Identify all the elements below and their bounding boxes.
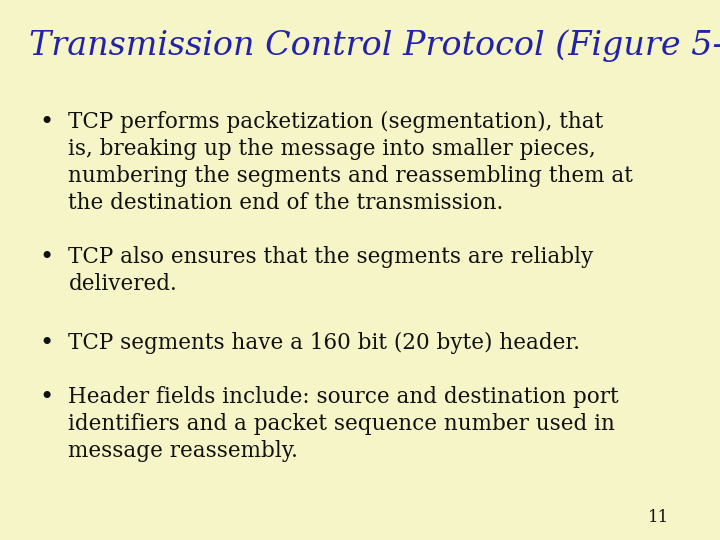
Text: •: •: [40, 332, 54, 355]
Text: •: •: [40, 386, 54, 409]
Text: Transmission Control Protocol (Figure 5-2): Transmission Control Protocol (Figure 5-…: [29, 30, 720, 62]
Text: TCP segments have a 160 bit (20 byte) header.: TCP segments have a 160 bit (20 byte) he…: [68, 332, 580, 354]
Text: •: •: [40, 111, 54, 134]
Text: TCP also ensures that the segments are reliably
delivered.: TCP also ensures that the segments are r…: [68, 246, 594, 295]
Text: 11: 11: [648, 510, 670, 526]
Text: Header fields include: source and destination port
identifiers and a packet sequ: Header fields include: source and destin…: [68, 386, 619, 462]
Text: TCP performs packetization (segmentation), that
is, breaking up the message into: TCP performs packetization (segmentation…: [68, 111, 634, 214]
Text: •: •: [40, 246, 54, 269]
